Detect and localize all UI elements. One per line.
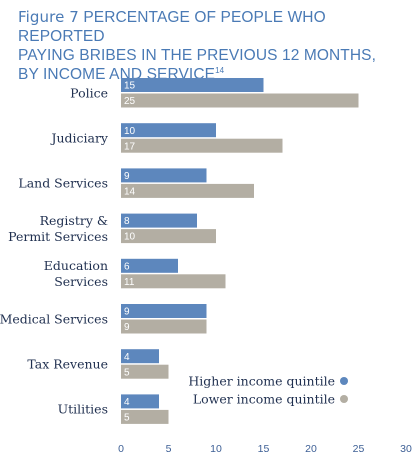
x-tick-label: 15 <box>258 443 270 455</box>
category-label: Registry & <box>40 213 108 228</box>
x-tick-label: 0 <box>118 443 124 455</box>
x-tick-label: 5 <box>166 443 172 455</box>
legend-label-higher: Higher income quintile <box>188 374 335 389</box>
category-label: Permit Services <box>8 229 108 244</box>
category-label: Judiciary <box>49 130 108 145</box>
bar-lower-2 <box>121 183 254 198</box>
legend: Higher income quintile Lower income quint… <box>188 374 348 407</box>
bar-value-label: 14 <box>124 187 136 198</box>
bars-layer: 15 25 10 17 9 14 8 10 6 11 9 9 4 5 4 5 <box>121 78 359 424</box>
x-tick-label: 10 <box>210 443 222 455</box>
bar-value-label: 5 <box>124 367 130 378</box>
bar-higher-6 <box>121 349 159 364</box>
bar-lower-5 <box>121 319 207 334</box>
bar-value-label: 9 <box>124 322 130 333</box>
bar-higher-0 <box>121 78 264 92</box>
bar-value-label: 11 <box>124 277 135 288</box>
category-label: Services <box>54 274 108 289</box>
legend-swatch-lower <box>340 395 348 403</box>
bar-lower-0 <box>121 93 359 108</box>
title-line-2: PAYING BRIBES IN THE PREVIOUS 12 MONTHS, <box>18 47 376 64</box>
figure-number: Figure 7 <box>18 8 79 26</box>
bar-lower-4 <box>121 274 226 289</box>
x-axis-ticks: 0 5 10 15 20 25 30 <box>118 443 412 455</box>
category-label: Tax Revenue <box>27 356 108 371</box>
x-tick-label: 25 <box>353 443 365 455</box>
bar-value-label: 10 <box>124 232 136 243</box>
legend-swatch-higher <box>340 377 348 385</box>
bar-lower-7 <box>121 409 169 424</box>
x-tick-label: 30 <box>400 443 412 455</box>
category-label: Utilities <box>58 402 108 417</box>
bar-value-label: 8 <box>124 216 130 227</box>
bar-value-label: 10 <box>124 126 136 137</box>
category-label: Land Services <box>18 176 108 191</box>
title-footnote: 14 <box>215 65 225 75</box>
bar-lower-6 <box>121 364 169 379</box>
category-labels: Police Judiciary Land Services Registry &Pe… <box>0 85 109 416</box>
bar-higher-7 <box>121 394 159 409</box>
bar-higher-4 <box>121 258 178 273</box>
chart-title: Figure 7 PERCENTAGE OF PEOPLE WHO REPORT… <box>18 8 408 84</box>
bar-higher-2 <box>121 168 207 183</box>
bar-higher-5 <box>121 304 207 318</box>
bar-value-label: 5 <box>124 413 130 424</box>
bar-lower-1 <box>121 138 283 153</box>
legend-label-lower: Lower income quintile <box>193 392 335 407</box>
bar-higher-1 <box>121 123 216 138</box>
bar-value-label: 4 <box>124 352 130 363</box>
bar-lower-3 <box>121 229 216 244</box>
x-tick-label: 20 <box>305 443 317 455</box>
bar-higher-3 <box>121 213 197 228</box>
category-label: Education <box>44 258 108 273</box>
category-label: Police <box>70 85 108 100</box>
bar-value-label: 6 <box>124 261 130 272</box>
bar-value-label: 9 <box>124 171 130 182</box>
title-line-1: PERCENTAGE OF PEOPLE WHO REPORTED <box>18 9 326 45</box>
category-label: Medical Services <box>0 311 108 326</box>
bar-value-label: 25 <box>124 96 136 107</box>
bar-value-label: 17 <box>124 141 136 152</box>
bar-value-label: 15 <box>124 81 136 92</box>
bar-value-label: 4 <box>124 397 130 408</box>
bar-value-label: 9 <box>124 307 130 318</box>
